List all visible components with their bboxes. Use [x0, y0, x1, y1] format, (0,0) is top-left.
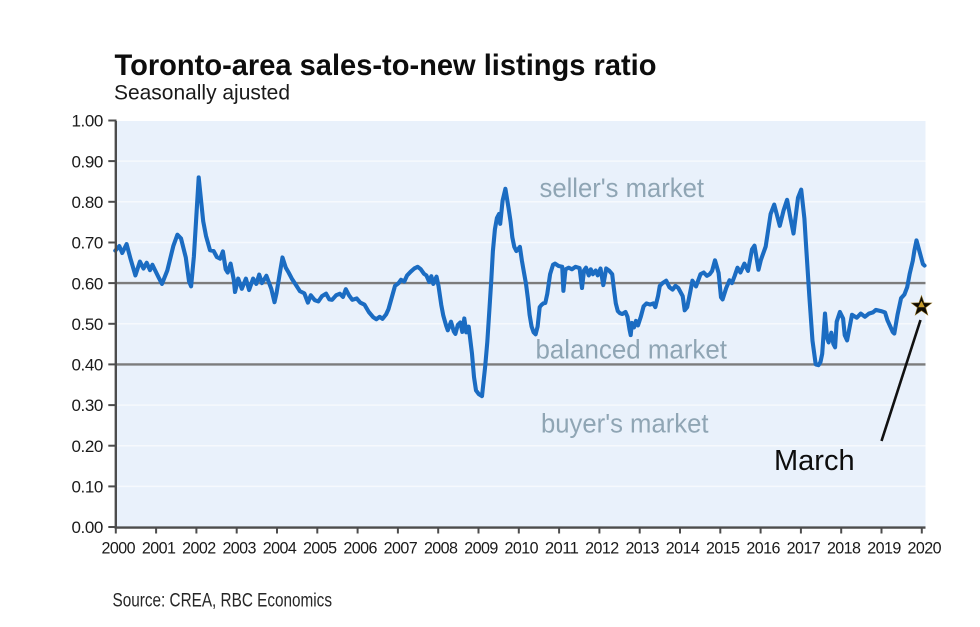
svg-text:0.90: 0.90	[72, 152, 104, 171]
svg-text:0.20: 0.20	[72, 437, 104, 456]
svg-text:2001: 2001	[142, 539, 176, 558]
svg-text:2006: 2006	[343, 539, 377, 558]
svg-text:2007: 2007	[384, 539, 418, 558]
svg-text:2019: 2019	[867, 539, 901, 558]
svg-text:0.40: 0.40	[72, 356, 104, 375]
svg-text:2000: 2000	[102, 539, 136, 558]
svg-text:2008: 2008	[424, 539, 458, 558]
svg-text:0.50: 0.50	[72, 315, 104, 334]
svg-text:2010: 2010	[505, 539, 539, 558]
svg-text:seller's market: seller's market	[540, 173, 705, 203]
svg-text:buyer's market: buyer's market	[541, 409, 709, 439]
svg-text:Source: CREA, RBC Economics: Source: CREA, RBC Economics	[113, 590, 333, 612]
svg-text:2016: 2016	[746, 539, 780, 558]
svg-text:2003: 2003	[222, 539, 256, 558]
svg-text:0.30: 0.30	[72, 396, 104, 415]
svg-text:Seasonally ajusted: Seasonally ajusted	[114, 82, 290, 105]
svg-text:2014: 2014	[666, 539, 700, 558]
svg-text:2018: 2018	[827, 539, 861, 558]
svg-text:0.10: 0.10	[72, 478, 104, 497]
svg-text:2004: 2004	[263, 539, 297, 558]
svg-text:2002: 2002	[182, 539, 216, 558]
svg-text:March: March	[774, 445, 855, 477]
svg-text:0.70: 0.70	[72, 234, 104, 253]
svg-text:1.00: 1.00	[72, 112, 104, 131]
svg-text:2017: 2017	[787, 539, 821, 558]
svg-text:2005: 2005	[303, 539, 337, 558]
svg-text:0.60: 0.60	[72, 274, 104, 293]
svg-text:0.00: 0.00	[72, 518, 104, 537]
svg-text:2011: 2011	[545, 539, 579, 558]
svg-text:2009: 2009	[464, 539, 498, 558]
svg-text:2020: 2020	[908, 539, 942, 558]
svg-text:2013: 2013	[625, 539, 659, 558]
svg-text:2015: 2015	[706, 539, 740, 558]
svg-text:balanced market: balanced market	[536, 335, 728, 365]
svg-text:Toronto-area sales-to-new list: Toronto-area sales-to-new listings ratio	[115, 49, 657, 82]
svg-text:0.80: 0.80	[72, 193, 104, 212]
svg-text:2012: 2012	[585, 539, 619, 558]
